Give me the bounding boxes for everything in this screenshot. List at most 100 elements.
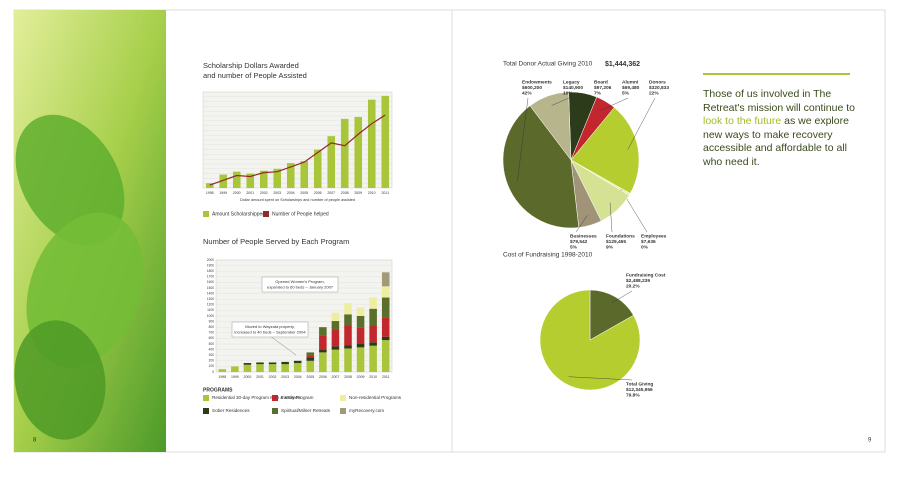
- x-tick-label: 2000: [244, 375, 252, 379]
- bar-segment: [381, 340, 390, 372]
- bar-segment: [381, 272, 390, 287]
- bar: [340, 118, 349, 188]
- bar-segment: [319, 335, 327, 350]
- chart-title: Scholarship Dollars Awarded: [203, 61, 299, 70]
- bar-segment: [306, 355, 315, 358]
- bar-segment: [344, 303, 352, 315]
- bar-segment: [356, 347, 365, 372]
- leader-line: [575, 215, 588, 233]
- bar: [354, 116, 363, 188]
- chart-title: Total Donor Actual Giving 2010: [503, 61, 593, 68]
- legend-swatch: [203, 211, 209, 217]
- x-tick-label: 1999: [231, 375, 239, 379]
- legend-label: Sober Residences: [212, 408, 250, 413]
- y-tick-label: 1000: [207, 314, 214, 318]
- leader-line: [551, 97, 570, 106]
- bar-segment: [218, 369, 227, 372]
- x-tick-label: 2005: [300, 191, 308, 195]
- y-tick-label: 200: [209, 359, 215, 363]
- slice-label: Board: [594, 79, 608, 85]
- y-tick-label: 1600: [207, 280, 214, 284]
- bar: [381, 95, 390, 188]
- x-tick-label: 2000: [233, 191, 241, 195]
- caption: Dollar amount spent on Scholarships and …: [240, 198, 355, 202]
- bar: [327, 136, 336, 188]
- x-tick-label: 2009: [354, 191, 362, 195]
- slice-percent: 5%: [622, 90, 630, 96]
- bar-segment: [293, 363, 302, 372]
- y-tick-label: 1100: [207, 308, 214, 312]
- legend-label: myRecovery.com: [349, 408, 384, 413]
- bar: [205, 183, 214, 188]
- bar-segment: [381, 297, 390, 318]
- slice-value: $69,480: [622, 85, 640, 91]
- slice-value: $600,200: [522, 85, 542, 91]
- slice-value: $97,206: [594, 85, 612, 91]
- bar-segment: [344, 348, 352, 372]
- slice-value: $7,636: [641, 239, 656, 245]
- slice-percent: 22%: [649, 90, 659, 96]
- bar-segment: [356, 344, 365, 348]
- mission-statement: Those of us involved in The Retreat's mi…: [703, 88, 855, 169]
- leader-line: [600, 97, 629, 111]
- slice-percent: 5%: [570, 244, 578, 250]
- chart-title: and number of People Assisted: [203, 71, 307, 80]
- x-tick-label: 1998: [218, 375, 226, 379]
- slice-percent: 42%: [522, 90, 532, 96]
- pie-slice: [502, 105, 580, 229]
- slice-label: Businesses: [570, 233, 597, 239]
- bar-segment: [319, 352, 327, 372]
- slice-percent: 20.2%: [626, 283, 640, 289]
- slice-value: $129,465: [606, 239, 626, 245]
- y-tick-label: 1700: [207, 275, 214, 279]
- bar-segment: [243, 363, 252, 365]
- legend-label: Amount Scholarshipped: [212, 211, 265, 217]
- annotation-leader: [269, 335, 297, 356]
- slice-label: Alumni: [622, 79, 638, 85]
- slice-value: $2,488,239: [626, 278, 650, 284]
- y-tick-label: 400: [209, 347, 215, 351]
- x-tick-label: 2010: [368, 191, 376, 195]
- leader-line: [611, 290, 633, 304]
- slice-value: $140,900: [563, 85, 583, 91]
- bar: [286, 163, 295, 188]
- slice-percent: 79.8%: [626, 392, 640, 398]
- y-tick-label: 500: [209, 342, 215, 346]
- bar-segment: [319, 327, 327, 336]
- bar-segment: [331, 346, 340, 350]
- y-tick-label: 800: [209, 325, 215, 329]
- legend-label: Family Program: [281, 395, 314, 400]
- chart-title: Cost of Fundraising 1998-2010: [503, 252, 593, 259]
- x-tick-label: 2004: [294, 375, 302, 379]
- pie-slice: [589, 289, 634, 341]
- legend-swatch: [203, 408, 209, 414]
- x-tick-label: 2008: [341, 191, 349, 195]
- slice-label: Total Giving: [626, 381, 653, 387]
- bar-segment: [268, 362, 277, 365]
- legend-label: Non-residential Programs: [349, 395, 402, 400]
- slice-label: Endowments: [522, 79, 552, 85]
- legend-swatch: [272, 408, 278, 414]
- leader-line: [627, 97, 656, 150]
- bar-segment: [356, 327, 365, 344]
- bar-segment: [331, 321, 340, 330]
- legend-title: PROGRAMS: [203, 387, 233, 393]
- bar-segment: [369, 308, 377, 326]
- annotation-box: [231, 321, 309, 338]
- x-tick-label: 2002: [260, 191, 268, 195]
- y-tick-label: 2000: [207, 258, 214, 262]
- x-tick-label: 2010: [369, 375, 377, 379]
- x-tick-label: 2008: [344, 375, 352, 379]
- y-tick-label: 100: [209, 364, 215, 368]
- bar-segment: [369, 345, 377, 372]
- annotation: Moved to Wayzata property,: [245, 324, 295, 329]
- line: [209, 114, 386, 186]
- bar-segment: [369, 297, 377, 309]
- y-tick-label: 700: [209, 331, 215, 335]
- x-tick-label: 2003: [273, 191, 281, 195]
- bar-segment: [256, 362, 264, 365]
- legend-label: Spiritual/Milner Retreats: [281, 408, 331, 413]
- page-number: 8: [33, 438, 37, 444]
- slice-value: $320,833: [649, 85, 669, 91]
- bar-segment: [268, 364, 277, 372]
